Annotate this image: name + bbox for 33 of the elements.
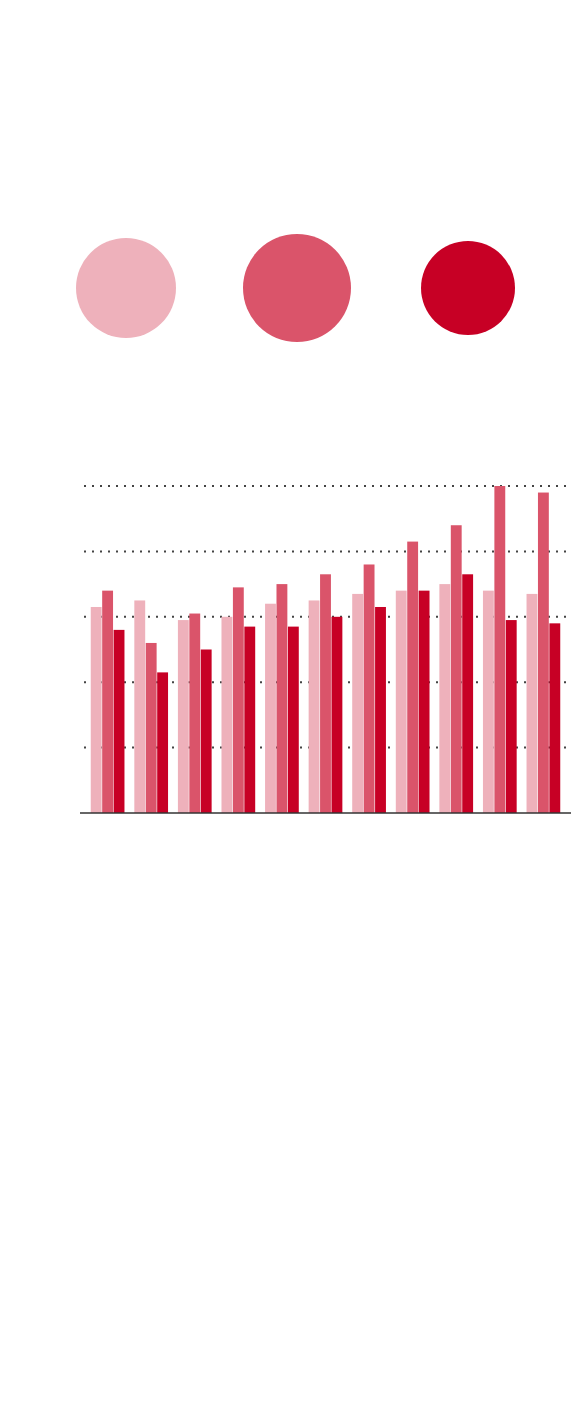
- bar: [320, 574, 331, 813]
- bar: [287, 626, 299, 813]
- bar: [482, 590, 494, 813]
- bar: [276, 584, 288, 813]
- bar: [232, 587, 244, 813]
- bar: [102, 590, 114, 813]
- bar: [363, 564, 375, 813]
- bar: [375, 606, 386, 813]
- bar: [331, 616, 343, 813]
- bar: [526, 593, 538, 813]
- bar: [200, 649, 212, 813]
- bar: [177, 620, 189, 813]
- bar: [308, 600, 320, 813]
- bar: [395, 590, 407, 813]
- bar: [221, 616, 233, 813]
- bar: [90, 606, 102, 813]
- bar: [352, 593, 364, 813]
- bar: [157, 672, 169, 813]
- bar: [407, 541, 419, 813]
- bar: [265, 603, 276, 813]
- bar: [505, 620, 517, 813]
- bar: [418, 590, 430, 813]
- bar: [189, 613, 201, 813]
- bar: [439, 584, 451, 813]
- bar: [450, 525, 462, 813]
- bar: [113, 629, 125, 813]
- bar: [145, 642, 157, 813]
- bar: [494, 486, 506, 813]
- bar: [244, 626, 256, 813]
- bar: [462, 574, 474, 813]
- bar: [549, 623, 561, 813]
- bar: [134, 600, 146, 813]
- bar: [537, 492, 549, 813]
